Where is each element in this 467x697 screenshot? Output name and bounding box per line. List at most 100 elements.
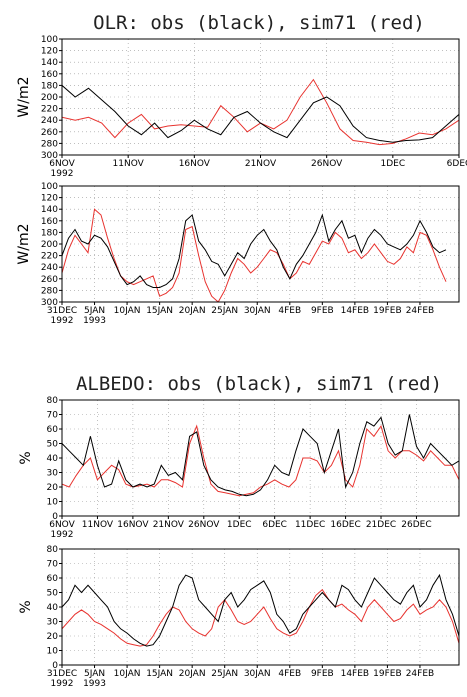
obs-series-line bbox=[62, 414, 459, 497]
y-tick-label: 40 bbox=[47, 454, 59, 464]
y-tick-label: 60 bbox=[47, 425, 59, 435]
x-tick-label: 26NOV bbox=[311, 159, 343, 169]
x-tick-label: 15JAN bbox=[146, 669, 173, 679]
y-tick-label: 300 bbox=[41, 298, 58, 308]
x-tick-label: 9FEB bbox=[311, 306, 334, 316]
x-tick-label: 20JAN bbox=[179, 669, 206, 679]
albedo-title: ALBEDO: obs (black), sim71 (red) bbox=[76, 373, 442, 395]
x-tick-label: 11NOV bbox=[82, 520, 114, 530]
x-tick-label: 16NOV bbox=[179, 159, 211, 169]
obs-series-line bbox=[62, 573, 459, 647]
y-tick-label: 280 bbox=[41, 139, 58, 149]
x-tick-year-label: 1993 bbox=[83, 316, 106, 326]
y-tick-label: 20 bbox=[47, 483, 59, 493]
y-tick-label: 40 bbox=[47, 603, 59, 613]
x-tick-label: 14FEB bbox=[341, 306, 370, 316]
x-tick-label: 6DEC bbox=[262, 520, 287, 530]
x-tick-year-label: 1992 bbox=[51, 169, 74, 179]
y-tick-label: 240 bbox=[41, 263, 58, 273]
x-tick-label: 30JAN bbox=[244, 669, 271, 679]
x-tick-label: 19FEB bbox=[373, 306, 402, 316]
x-tick-label: 25JAN bbox=[211, 306, 238, 316]
x-tick-label: 4FEB bbox=[278, 306, 301, 316]
y-tick-label: 200 bbox=[41, 93, 58, 103]
x-tick-label: 19FEB bbox=[373, 669, 402, 679]
x-tick-label: 15JAN bbox=[146, 306, 173, 316]
x-tick-label: 26DEC bbox=[401, 520, 431, 530]
y-tick-label: 0 bbox=[52, 661, 58, 671]
y-tick-label: 120 bbox=[41, 47, 58, 57]
y-tick-label: 120 bbox=[41, 194, 58, 204]
plot-frame bbox=[61, 399, 460, 517]
sim-series-line bbox=[62, 588, 459, 647]
x-tick-label: 9FEB bbox=[311, 669, 334, 679]
plot-frame bbox=[61, 38, 460, 156]
x-tick-label: 20JAN bbox=[179, 306, 206, 316]
x-tick-year-label: 1992 bbox=[51, 679, 74, 689]
y-tick-label: 220 bbox=[41, 105, 58, 115]
x-tick-label: 4FEB bbox=[278, 669, 301, 679]
y-tick-label: 50 bbox=[47, 440, 59, 450]
x-tick-label: 1DEC bbox=[381, 159, 406, 169]
y-tick-label: 30 bbox=[47, 469, 59, 479]
y-tick-label: 240 bbox=[41, 116, 58, 126]
x-tick-label: 21NOV bbox=[153, 520, 185, 530]
y-tick-label: 200 bbox=[41, 240, 58, 250]
y-tick-label: 160 bbox=[41, 70, 58, 80]
y-axis-label: % bbox=[18, 600, 34, 613]
x-tick-label: 11NOV bbox=[113, 159, 145, 169]
y-tick-label: 280 bbox=[41, 286, 58, 296]
x-tick-label: 11DEC bbox=[295, 520, 325, 530]
x-tick-label: 25JAN bbox=[211, 669, 238, 679]
plot-frame bbox=[61, 548, 460, 666]
x-tick-label: 24FEB bbox=[406, 669, 435, 679]
y-tick-label: 80 bbox=[47, 396, 59, 406]
y-tick-label: 50 bbox=[47, 589, 59, 599]
y-tick-label: 0 bbox=[52, 512, 58, 522]
y-tick-label: 10 bbox=[47, 498, 59, 508]
x-tick-label: 6DEC bbox=[447, 159, 467, 169]
x-tick-year-label: 1993 bbox=[83, 679, 106, 689]
y-axis-label: % bbox=[18, 451, 34, 464]
x-tick-label: 16NOV bbox=[117, 520, 149, 530]
x-tick-label: 6NOV bbox=[49, 159, 75, 169]
x-tick-year-label: 1992 bbox=[51, 316, 74, 326]
x-tick-label: 16DEC bbox=[330, 520, 360, 530]
y-tick-label: 180 bbox=[41, 81, 58, 91]
y-tick-label: 10 bbox=[47, 647, 59, 657]
x-tick-label: 24FEB bbox=[406, 306, 435, 316]
chart-panels: 1001201401601802002202402602803006NOV199… bbox=[16, 35, 467, 689]
y-tick-label: 140 bbox=[41, 58, 58, 68]
sim-series-line bbox=[62, 424, 459, 497]
y-tick-label: 260 bbox=[41, 275, 58, 285]
y-tick-label: 140 bbox=[41, 205, 58, 215]
obs-series-line bbox=[62, 213, 447, 288]
olr-title: OLR: obs (black), sim71 (red) bbox=[93, 12, 425, 34]
x-tick-label: 21NOV bbox=[245, 159, 277, 169]
x-tick-label: 14FEB bbox=[341, 669, 370, 679]
x-tick-label: 21DEC bbox=[366, 520, 396, 530]
x-tick-label: 31DEC bbox=[47, 669, 77, 679]
y-tick-label: 70 bbox=[47, 411, 59, 421]
obs-series-line bbox=[62, 85, 459, 143]
y-tick-label: 70 bbox=[47, 560, 59, 570]
y-tick-label: 30 bbox=[47, 618, 59, 628]
y-tick-label: 100 bbox=[41, 35, 58, 45]
x-tick-label: 26NOV bbox=[188, 520, 220, 530]
y-tick-label: 300 bbox=[41, 151, 58, 161]
x-tick-label: 10JAN bbox=[114, 306, 141, 316]
x-tick-label: 10JAN bbox=[114, 669, 141, 679]
y-tick-label: 100 bbox=[41, 182, 58, 192]
plot-frame bbox=[61, 185, 460, 303]
x-tick-label: 1DEC bbox=[227, 520, 252, 530]
y-tick-label: 180 bbox=[41, 228, 58, 238]
x-tick-label: 6NOV bbox=[49, 520, 75, 530]
chart-panel-2: 10012014016018020022024026028030031DEC19… bbox=[16, 182, 460, 326]
x-tick-year-label: 1992 bbox=[51, 530, 74, 540]
x-tick-label: 30JAN bbox=[244, 306, 271, 316]
sim-series-line bbox=[62, 208, 447, 302]
